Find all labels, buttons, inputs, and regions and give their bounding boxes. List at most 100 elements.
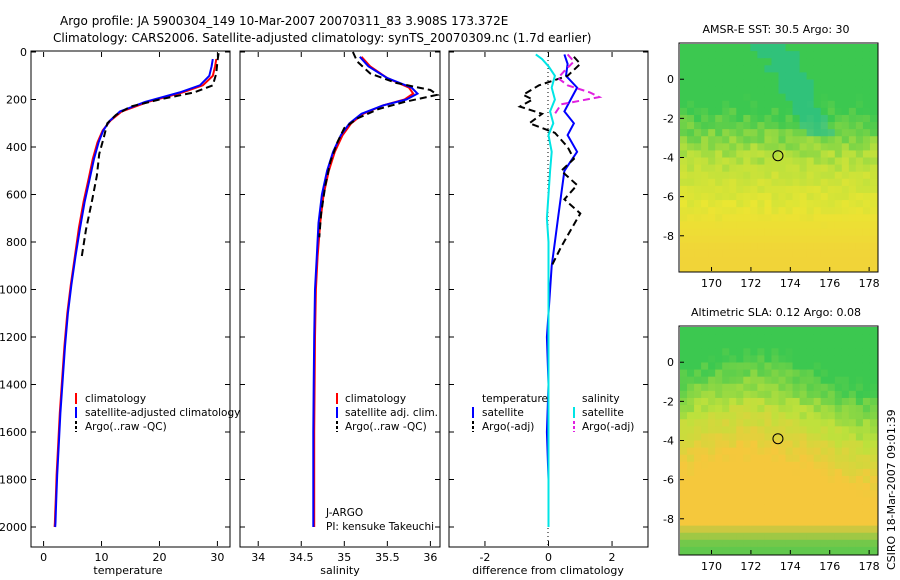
heatmap-cell [736, 114, 744, 123]
heatmap-cell [757, 475, 766, 484]
heatmap-cell [806, 200, 815, 208]
heatmap-cell [848, 143, 857, 151]
heatmap-cell [827, 348, 836, 356]
heatmap-cell [750, 397, 758, 406]
heatmap-cell [687, 511, 695, 520]
heatmap-cell [869, 150, 878, 159]
heatmap-cell [750, 207, 758, 215]
heatmap-cell [827, 504, 836, 513]
heatmap-cell [750, 86, 758, 95]
heatmap-cell [680, 483, 688, 491]
heatmap-cell [729, 497, 737, 505]
heatmap-cell [743, 504, 751, 513]
heatmap-cell [715, 157, 723, 166]
heatmap-cell [827, 51, 836, 59]
heatmap-cell [722, 235, 730, 244]
heatmap-cell [757, 546, 766, 555]
heatmap-cell [778, 256, 787, 265]
heatmap-cell [764, 341, 773, 349]
heatmap-cell [771, 136, 780, 144]
heatmap-cell [701, 65, 709, 73]
heatmap-cell [827, 525, 836, 534]
heatmap-cell [799, 228, 808, 237]
heatmap-cell [715, 362, 723, 371]
heatmap-cell [757, 327, 766, 335]
heatmap-cell [792, 426, 801, 434]
heatmap-cell [701, 383, 709, 392]
heatmap-cell [736, 192, 744, 201]
heatmap-cell [855, 207, 864, 215]
heatmap-cell [729, 447, 737, 456]
heatmap-cell [715, 518, 723, 527]
heatmap-cell [680, 136, 688, 144]
heatmap-cell [729, 475, 737, 484]
heatmap-cell [799, 207, 808, 215]
heatmap-cell [806, 397, 815, 406]
heatmap-cell [834, 79, 843, 88]
heatmap-cell [827, 497, 836, 505]
heatmap-cell [743, 249, 751, 258]
heatmap-cell [701, 86, 709, 95]
heatmap-cell [701, 539, 709, 548]
map-y-tick-label: 0 [667, 356, 674, 369]
y-tick-label: 1200 [0, 331, 27, 344]
heatmap-cell [729, 405, 737, 413]
heatmap-cell [848, 461, 857, 470]
heatmap-cell [792, 93, 801, 102]
heatmap-cell [813, 369, 822, 378]
heatmap-cell [869, 426, 878, 434]
heatmap-cell [771, 263, 780, 272]
heatmap-cell [792, 461, 801, 470]
heatmap-cell [785, 157, 794, 166]
heatmap-cell [827, 539, 836, 548]
heatmap-cell [785, 235, 794, 244]
heatmap-cell [715, 412, 723, 420]
heatmap-cell [764, 200, 773, 208]
heatmap-cell [687, 200, 695, 208]
heatmap-cell [799, 164, 808, 173]
heatmap-cell [785, 200, 794, 208]
heatmap-cell [708, 532, 716, 541]
heatmap-cell [820, 405, 829, 413]
heatmap-cell [771, 341, 780, 349]
heatmap-cell [771, 525, 780, 534]
heatmap-cell [694, 440, 702, 449]
heatmap-cell [715, 383, 723, 392]
heatmap-cell [708, 235, 716, 244]
heatmap-cell [757, 334, 766, 342]
heatmap-cell [834, 419, 843, 427]
heatmap-cell [736, 447, 744, 456]
heatmap-cell [708, 483, 716, 491]
heatmap-cell [757, 136, 766, 144]
heatmap-cell [778, 58, 787, 66]
heatmap-cell [848, 468, 857, 477]
heatmap-cell [764, 150, 773, 159]
heatmap-cell [757, 72, 766, 81]
heatmap-cell [820, 157, 829, 166]
heatmap-cell [848, 490, 857, 498]
heatmap-cell [848, 348, 857, 356]
heatmap-cell [722, 525, 730, 534]
heatmap-cell [722, 376, 730, 385]
heatmap-cell [771, 546, 780, 555]
heatmap-cell [771, 79, 780, 88]
heatmap-cell [687, 129, 695, 137]
heatmap-cell [862, 397, 871, 406]
heatmap-cell [743, 171, 751, 180]
legend-label-argo: Argo(..raw -QC) [85, 421, 167, 433]
heatmap-cell [792, 334, 801, 342]
map-y-tick-label: -4 [663, 152, 674, 165]
heatmap-cell [792, 518, 801, 527]
heatmap-cell [841, 511, 850, 520]
heatmap-cell [701, 362, 709, 371]
heatmap-cell [834, 86, 843, 95]
heatmap-cell [792, 171, 801, 180]
heatmap-cell [799, 44, 808, 52]
heatmap-cell [736, 532, 744, 541]
heatmap-cell [680, 447, 688, 456]
y-tick-label: 1600 [0, 426, 27, 439]
heatmap-cell [848, 433, 857, 442]
heatmap-cell [792, 192, 801, 201]
heatmap-cell [743, 433, 751, 442]
heatmap-cell [792, 143, 801, 151]
